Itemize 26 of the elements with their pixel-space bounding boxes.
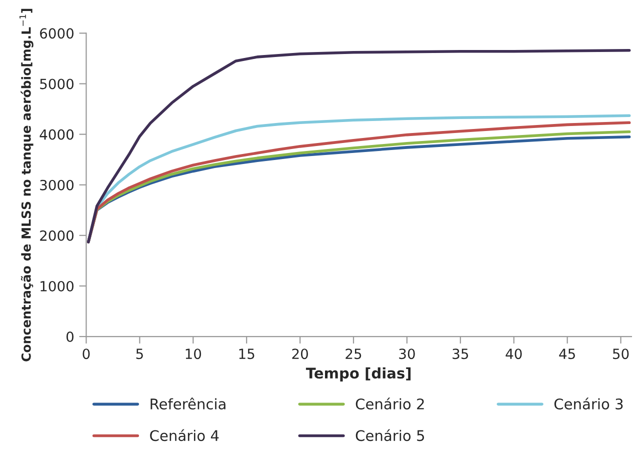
x-tick-label: 25 bbox=[346, 348, 362, 360]
x-tick-label: 10 bbox=[186, 348, 202, 360]
x-tick-label: 30 bbox=[399, 348, 415, 360]
x-tick-label: 50 bbox=[613, 348, 629, 360]
y-tick-label: 1000 bbox=[40, 280, 74, 292]
y-tick-label: 6000 bbox=[40, 28, 74, 39]
legend-label: Cenário 4 bbox=[150, 429, 219, 442]
y-tick-label: 4000 bbox=[40, 129, 74, 140]
x-tick-label: 5 bbox=[136, 348, 143, 360]
y-tick-label: 5000 bbox=[40, 78, 74, 90]
line-series bbox=[86, 48, 631, 244]
x-tick-label: 45 bbox=[559, 348, 575, 360]
y-tick-label: 3000 bbox=[40, 180, 74, 190]
y-tick-label: 2000 bbox=[40, 230, 74, 241]
x-tick-label: 40 bbox=[506, 348, 522, 360]
x-axis-title: Tempo [dias] bbox=[306, 367, 411, 382]
x-tick-label: 0 bbox=[82, 348, 90, 360]
y-tick-label: 0 bbox=[66, 332, 74, 342]
legend-label: Referência bbox=[150, 398, 226, 410]
y-axis-title: Concentração de MLSS no tanque aeróbio[mg.L$^{−1}$] bbox=[20, 8, 34, 362]
legend-label: Cenário 5 bbox=[356, 429, 424, 442]
x-tick-label: 20 bbox=[292, 348, 308, 360]
x-tick-label: 35 bbox=[452, 348, 468, 360]
legend-label: Cenário 3 bbox=[554, 398, 623, 410]
legend-label: Cenário 2 bbox=[356, 398, 424, 410]
x-tick-label: 15 bbox=[239, 348, 254, 360]
